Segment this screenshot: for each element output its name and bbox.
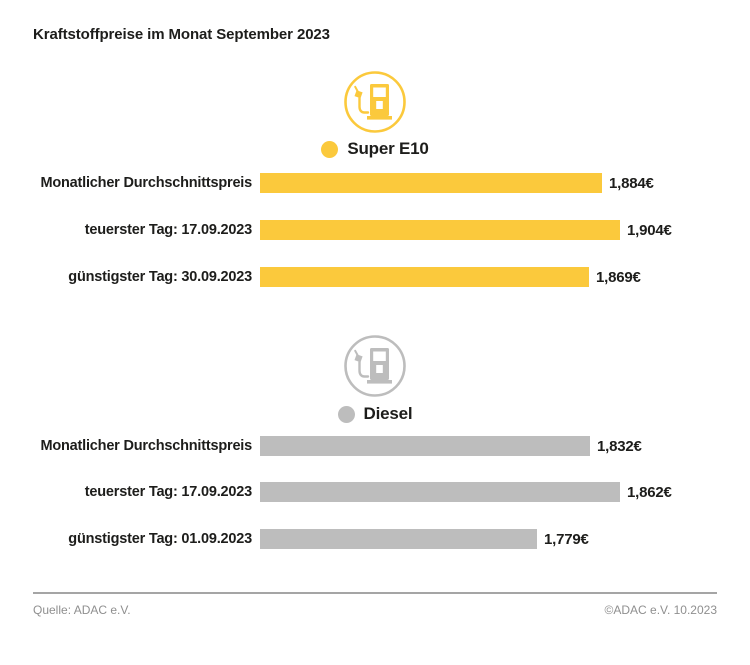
bar-value: 1,884€ [609,174,654,192]
fuel-pump-icon [343,334,407,403]
bar-label: günstigster Tag: 30.09.2023 [68,269,252,285]
copyright-text: ©ADAC e.V. 10.2023 [604,603,717,617]
bar-row: günstigster Tag: 30.09.2023 1,869€ [33,267,641,287]
bar [260,220,620,240]
bar-value: 1,904€ [627,221,672,239]
diesel-icon-wrap [0,334,750,403]
bar-label: günstigster Tag: 01.09.2023 [68,531,252,547]
bar-row: Monatlicher Durchschnittspreis 1,884€ [33,173,654,193]
bar [260,529,537,549]
legend-diesel: Diesel [0,404,750,424]
legend-label: Super E10 [347,139,429,158]
bar-label: Monatlicher Durchschnittspreis [40,438,252,454]
bar [260,267,589,287]
bar-label: teuerster Tag: 17.09.2023 [84,222,252,238]
page-title: Kraftstoffpreise im Monat September 2023 [33,26,330,43]
legend-super-e10: Super E10 [0,139,750,159]
bar-value: 1,862€ [627,483,672,501]
legend-dot [321,140,339,158]
bar [260,173,602,193]
footer-divider [33,592,717,594]
fuel-pump-icon [343,70,407,139]
bar-value: 1,779€ [544,530,589,548]
bar-row: teuerster Tag: 17.09.2023 1,862€ [33,482,672,502]
bar [260,482,620,502]
bar-label: teuerster Tag: 17.09.2023 [84,484,252,500]
bar [260,436,590,456]
bar-row: günstigster Tag: 01.09.2023 1,779€ [33,529,589,549]
super-e10-icon-wrap [0,70,750,139]
bar-row: teuerster Tag: 17.09.2023 1,904€ [33,220,672,240]
source-text: Quelle: ADAC e.V. [33,603,131,617]
bar-value: 1,832€ [597,437,642,455]
legend-dot [337,405,355,423]
bar-value: 1,869€ [596,268,641,286]
bar-label: Monatlicher Durchschnittspreis [40,175,252,191]
bar-row: Monatlicher Durchschnittspreis 1,832€ [33,436,642,456]
legend-label: Diesel [363,404,413,423]
